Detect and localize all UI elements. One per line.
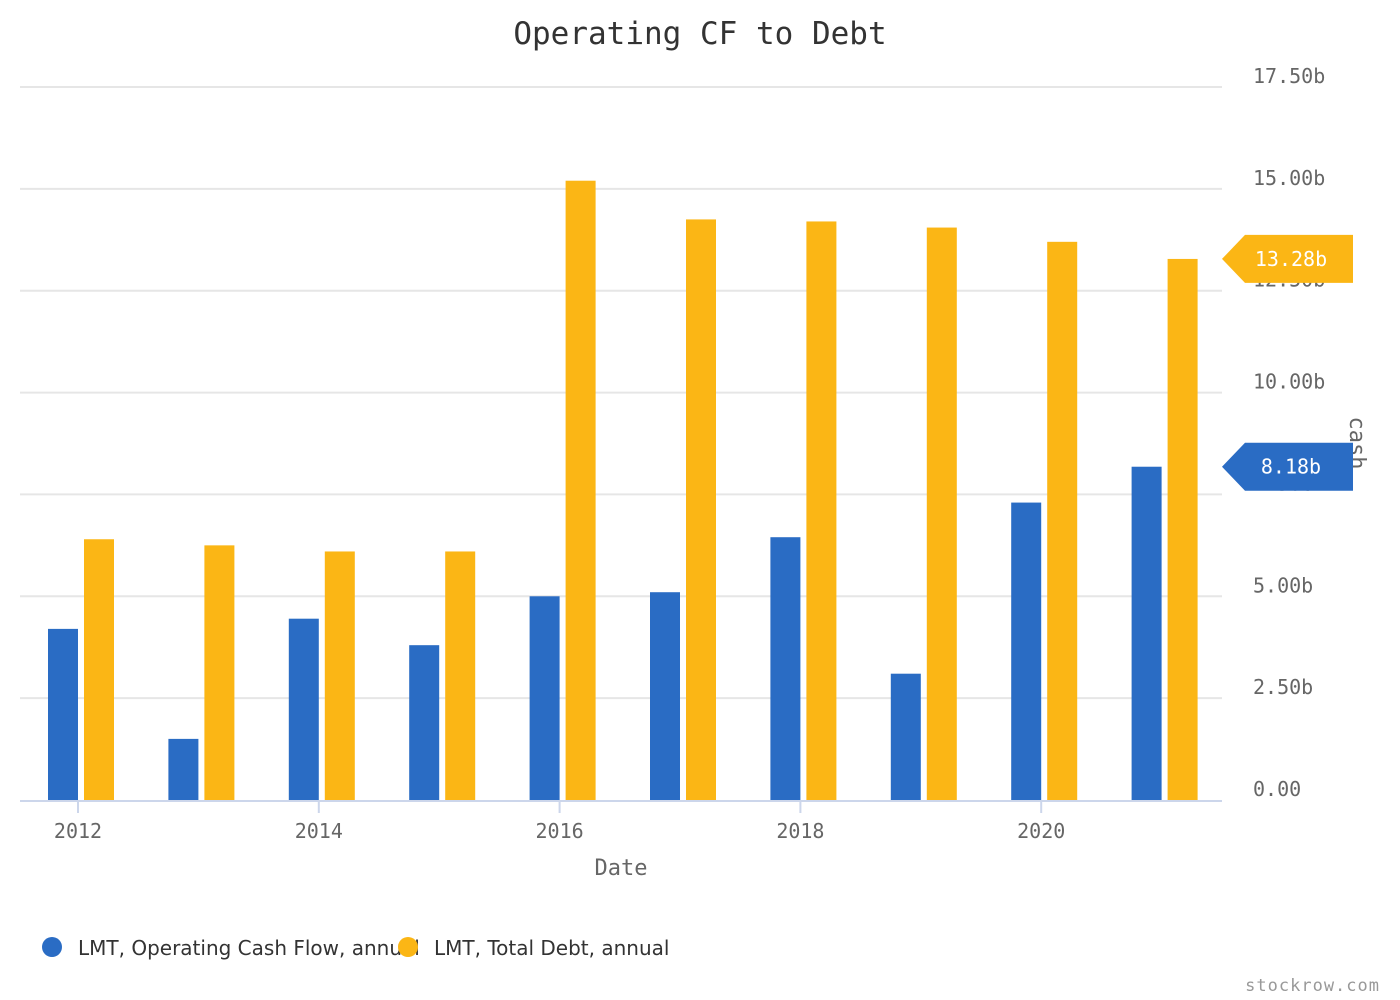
- bar-total-debt-2019[interactable]: [926, 227, 957, 800]
- bar-total-debt-2014[interactable]: [324, 551, 355, 800]
- bar-total-debt-2012[interactable]: [84, 539, 114, 800]
- x-tick-label: 2016: [536, 819, 584, 843]
- bar-total-debt-2013[interactable]: [204, 545, 235, 800]
- legend: LMT, Operating Cash Flow, annual LMT, Tot…: [42, 936, 669, 960]
- x-tick-label: 2020: [1017, 819, 1065, 843]
- legend-item[interactable]: LMT, Total Debt, annual: [398, 936, 669, 960]
- bar-total-debt-2016[interactable]: [565, 180, 596, 801]
- grid-lines: [20, 86, 1222, 700]
- legend-marker: [398, 937, 418, 957]
- legend-label: LMT, Operating Cash Flow, annual: [78, 936, 420, 960]
- bar-operating-cash-flow-2013[interactable]: [168, 738, 199, 800]
- bar-operating-cash-flow-2021[interactable]: [1131, 466, 1162, 800]
- bar-operating-cash-flow-2020[interactable]: [1011, 502, 1042, 800]
- y-tick-label: 17.50b: [1253, 64, 1325, 88]
- bar-total-debt-2018[interactable]: [806, 221, 837, 801]
- bar-operating-cash-flow-2012[interactable]: [48, 628, 78, 800]
- y-tick-label: 5.00b: [1253, 573, 1313, 597]
- bars: [48, 180, 1198, 801]
- y-tick-label: 10.00b: [1253, 370, 1325, 394]
- y-tick-label: 15.00b: [1253, 166, 1325, 190]
- bar-operating-cash-flow-2018[interactable]: [770, 537, 801, 800]
- x-tick-label: 2018: [776, 819, 824, 843]
- y-tick-label: 0.00: [1253, 777, 1301, 801]
- x-axis-ticks: 2012 2014 2016 2018 2020: [54, 801, 1065, 843]
- chart-title: Operating CF to Debt: [513, 16, 886, 52]
- legend-marker: [42, 937, 62, 957]
- x-tick-label: 2014: [295, 819, 343, 843]
- credit-text[interactable]: stockrow.com: [1245, 976, 1380, 996]
- legend-item[interactable]: LMT, Operating Cash Flow, annual: [42, 936, 420, 960]
- legend-label: LMT, Total Debt, annual: [434, 936, 669, 960]
- y-axis-ticks: 0.002.50b5.00b7.50b10.00b12.50b15.00b17.…: [1253, 64, 1325, 801]
- last-value-badge: 13.28b: [1222, 234, 1353, 283]
- last-value-badges: 13.28b 8.18b: [1222, 234, 1353, 491]
- bar-total-debt-2017[interactable]: [686, 219, 716, 800]
- x-tick-label: 2012: [54, 819, 102, 843]
- bar-operating-cash-flow-2015[interactable]: [409, 645, 440, 800]
- x-axis-title: Date: [595, 856, 648, 881]
- bar-total-debt-2020[interactable]: [1047, 241, 1078, 800]
- bar-total-debt-2015[interactable]: [445, 551, 476, 800]
- bar-operating-cash-flow-2017[interactable]: [650, 592, 680, 800]
- last-value-label: 13.28b: [1255, 247, 1327, 271]
- last-value-label: 8.18b: [1261, 455, 1321, 479]
- last-value-badge: 8.18b: [1222, 442, 1353, 491]
- bar-operating-cash-flow-2016[interactable]: [529, 596, 560, 800]
- bar-operating-cash-flow-2019[interactable]: [890, 673, 921, 800]
- y-tick-label: 2.50b: [1253, 675, 1313, 699]
- bar-total-debt-2021[interactable]: [1167, 258, 1198, 801]
- bar-operating-cash-flow-2014[interactable]: [288, 618, 319, 800]
